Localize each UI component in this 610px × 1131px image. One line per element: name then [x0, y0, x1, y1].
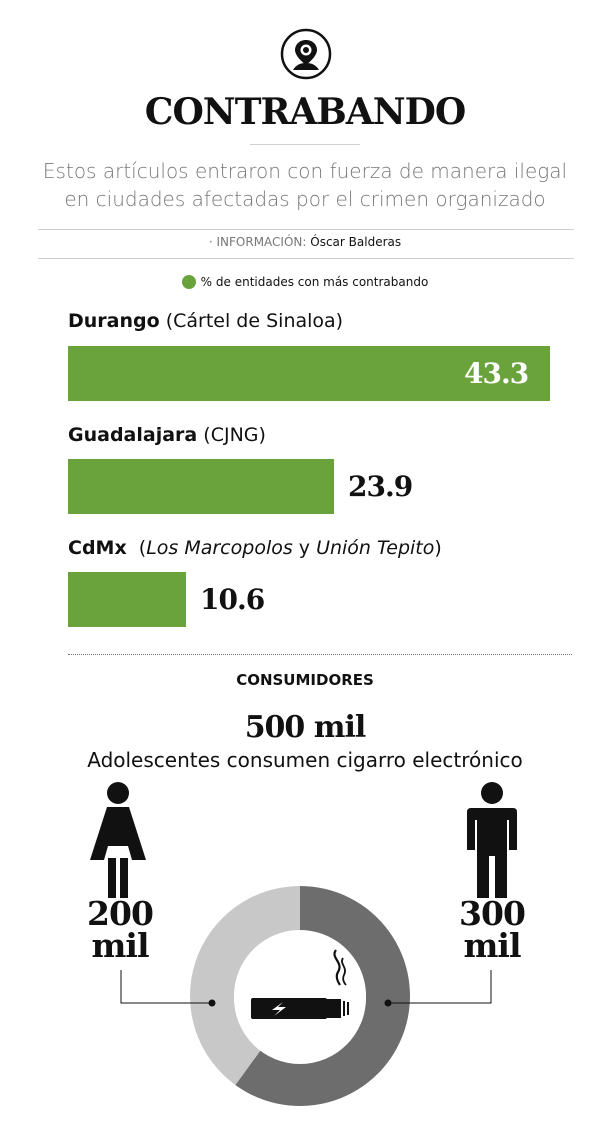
- bar-value-cdmx: 10.6: [200, 583, 265, 616]
- bar-label-durango: Durango (Cártel de Sinaloa): [68, 310, 343, 332]
- consumers-description: Adolescentes consumen cigarro electrónic…: [87, 748, 523, 772]
- bar-group-b: Unión Tepito: [316, 537, 435, 559]
- bar-group: (CJNG): [203, 424, 266, 446]
- bar-city: Guadalajara: [68, 424, 198, 446]
- female-count-unit: mil: [91, 926, 150, 965]
- chart-legend: % de entidades con más contrabando: [0, 273, 610, 291]
- section-title: CONSUMIDORES: [236, 671, 374, 689]
- female-count: 200 mil: [70, 894, 170, 965]
- donut-slice-male: [235, 886, 411, 1106]
- page-title: CONTRABANDO: [144, 91, 466, 133]
- credit-label: · INFORMACIÓN:: [208, 235, 311, 249]
- male-connector-dot: [384, 999, 392, 1007]
- male-connector-line: [388, 970, 492, 1004]
- credit-line: · INFORMACIÓN: Óscar Balderas: [0, 234, 610, 250]
- total-consumers: 500 mil: [244, 710, 367, 745]
- man-icon: [467, 782, 517, 898]
- woman-icon: [90, 782, 146, 898]
- title-divider: [250, 144, 360, 145]
- section-divider: [68, 654, 572, 655]
- male-count-unit: mil: [463, 926, 522, 965]
- legend-swatch: [181, 275, 196, 289]
- e-cigarette-icon: [234, 932, 366, 1064]
- male-count-number: 300: [459, 894, 526, 933]
- bar-cdmx: [68, 572, 186, 627]
- credit-bottom-rule: [38, 258, 574, 259]
- bar-durango: [68, 346, 550, 401]
- bar-value-durango: 43.3: [464, 357, 529, 390]
- credit-name: Óscar Balderas: [310, 235, 402, 249]
- location-pin-person-icon: [280, 28, 332, 80]
- subtitle-line-1: Estos artículos entraron con fuerza de m…: [42, 159, 568, 183]
- bar-label-cdmx: CdMx (Los Marcopolos y Unión Tepito): [68, 537, 442, 559]
- bar-city: Durango: [68, 310, 160, 332]
- bar-city: CdMx: [68, 537, 127, 559]
- bar-value-guadalajara: 23.9: [348, 470, 413, 503]
- female-connector-dot: [208, 999, 216, 1007]
- bar-label-guadalajara: Guadalajara (CJNG): [68, 424, 266, 446]
- bar-group-a: Los Marcopolos: [146, 537, 293, 559]
- credit-top-rule: [38, 229, 574, 230]
- subtitle-line-2: en ciudades afectadas por el crimen orga…: [64, 187, 546, 211]
- female-count-number: 200: [87, 894, 154, 933]
- donut-slice-female: [190, 886, 300, 1085]
- bar-group-open: (: [138, 537, 147, 559]
- bar-group-close: ): [434, 537, 442, 559]
- legend-label: % de entidades con más contrabando: [200, 275, 429, 289]
- female-connector-line: [120, 970, 212, 1004]
- male-count: 300 mil: [442, 894, 542, 965]
- bar-group-mid: y: [292, 537, 317, 559]
- bar-group: (Cártel de Sinaloa): [165, 310, 344, 332]
- bar-guadalajara: [68, 459, 334, 514]
